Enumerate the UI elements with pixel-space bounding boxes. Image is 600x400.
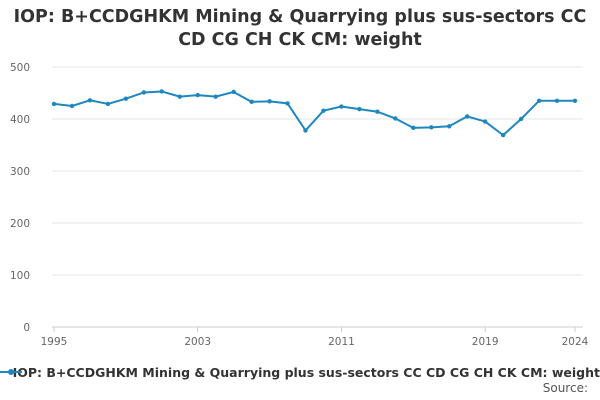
legend-line-marker-icon <box>0 367 22 377</box>
data-point-1997[interactable] <box>87 98 93 103</box>
data-point-2024[interactable] <box>572 98 578 104</box>
series-layer <box>53 90 576 137</box>
data-point-2005[interactable] <box>231 89 236 95</box>
data-point-2008[interactable] <box>285 101 290 106</box>
data-point-2009[interactable] <box>303 128 308 133</box>
data-point-2007[interactable] <box>267 99 272 104</box>
data-point-1998[interactable] <box>105 101 111 107</box>
legend-label: IOP: B+CCDGHKM Mining & Quarrying plus s… <box>12 364 600 380</box>
x-tick-label: 2011 <box>328 336 355 348</box>
x-tick-label: 2024 <box>562 336 589 348</box>
data-point-2006[interactable] <box>249 99 254 105</box>
y-tick-label: 400 <box>10 114 30 126</box>
data-point-2018[interactable] <box>465 114 470 119</box>
y-tick-label: 200 <box>10 218 30 230</box>
data-point-1995[interactable] <box>51 101 57 107</box>
data-point-2015[interactable] <box>411 125 416 131</box>
data-point-2011[interactable] <box>339 104 344 109</box>
data-point-1996[interactable] <box>69 103 75 109</box>
data-point-2001[interactable] <box>159 89 164 94</box>
points-layer <box>51 89 578 138</box>
x-tick-label: 1995 <box>41 336 68 348</box>
data-point-2021[interactable] <box>518 116 524 122</box>
data-point-2000[interactable] <box>141 90 147 95</box>
series-line-0 <box>53 90 576 137</box>
data-point-2012[interactable] <box>357 106 362 112</box>
y-tick-label: 500 <box>10 62 30 74</box>
data-point-1999[interactable] <box>123 96 129 101</box>
x-tick-label: 2019 <box>472 336 499 348</box>
axes: 0 100 200 300 400 500 1995 2003 2011 2019 2024 <box>10 62 589 348</box>
y-tick-label: 0 <box>23 322 30 334</box>
data-point-2014[interactable] <box>393 116 398 121</box>
chart-title: IOP: B+CCDGHKM Mining & Quarrying plus s… <box>13 7 587 50</box>
data-point-2004[interactable] <box>213 94 218 99</box>
data-point-2013[interactable] <box>375 109 380 114</box>
data-point-2016[interactable] <box>429 125 434 130</box>
data-point-2020[interactable] <box>500 132 506 138</box>
data-point-2019[interactable] <box>482 119 488 124</box>
data-point-2010[interactable] <box>321 108 326 113</box>
legend[interactable]: IOP: B+CCDGHKM Mining & Quarrying plus s… <box>0 362 600 382</box>
data-point-2022[interactable] <box>536 98 542 104</box>
y-tick-label: 100 <box>10 270 30 282</box>
y-tick-label: 300 <box>10 166 30 178</box>
data-point-2003[interactable] <box>195 92 200 98</box>
x-tick-label: 2003 <box>184 336 211 348</box>
data-point-2017[interactable] <box>447 124 452 129</box>
data-point-2002[interactable] <box>177 94 182 99</box>
source-label: Source: <box>542 381 588 395</box>
grid <box>52 66 583 328</box>
data-point-2023[interactable] <box>554 98 560 104</box>
